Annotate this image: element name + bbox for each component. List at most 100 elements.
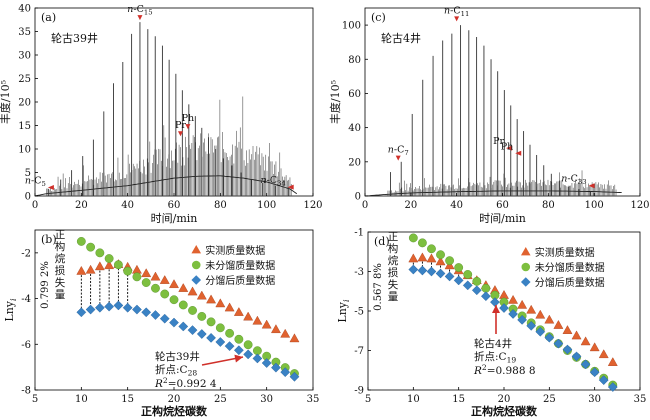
loss-caption-char: 损 bbox=[55, 264, 66, 277]
unfractionated-data-point bbox=[454, 263, 464, 272]
measured-data-point bbox=[261, 319, 272, 329]
panel-label: (b) bbox=[41, 233, 57, 246]
y-tick-label: 40 bbox=[348, 123, 361, 134]
measured-data-point bbox=[206, 294, 217, 304]
unfractionated-data-point bbox=[104, 254, 114, 263]
fractionated-data-point bbox=[215, 337, 226, 347]
loss-caption-char: 量 bbox=[55, 289, 66, 301]
measured-data-point bbox=[508, 294, 519, 304]
measured-data-point bbox=[150, 271, 161, 281]
measured-data-point bbox=[131, 264, 142, 274]
well-name: 轮古4井 bbox=[381, 31, 421, 45]
x-axis-label: 正构烷烃碳数 bbox=[141, 404, 208, 418]
x-tick-label: 80 bbox=[214, 200, 227, 211]
fractionated-data-point bbox=[526, 320, 537, 331]
annotation-arrow bbox=[287, 184, 294, 190]
well-name: 轮古39井 bbox=[51, 31, 98, 45]
unfractionated-data-point bbox=[436, 250, 445, 260]
unfractionated-data-point bbox=[481, 283, 491, 293]
fractionated-data-point bbox=[94, 302, 105, 313]
x-tick-label: 120 bbox=[630, 200, 649, 211]
legend-label: 实测质量数据 bbox=[205, 244, 265, 257]
fractionated-data-point bbox=[589, 367, 600, 378]
legend-label: 分馏后质量数据 bbox=[205, 274, 275, 287]
x-tick-label: 60 bbox=[168, 200, 181, 211]
measured-data-point bbox=[526, 304, 537, 314]
unfractionated-data-point bbox=[132, 272, 142, 282]
measured-data-point bbox=[544, 314, 555, 324]
x-axis-label: 正构烷烃碳数 bbox=[471, 404, 538, 418]
panel-label: (d) bbox=[374, 235, 390, 248]
annotation-arrow bbox=[395, 155, 401, 161]
measured-data-point bbox=[85, 264, 96, 274]
measured-data-point bbox=[280, 328, 291, 338]
loss-value-label: 0.799 2% bbox=[40, 261, 51, 309]
y-tick-label: -3 bbox=[354, 267, 364, 278]
y-tick-label: -1 bbox=[354, 228, 364, 239]
fractionated-data-point bbox=[444, 271, 455, 282]
fractionated-data-point bbox=[471, 285, 482, 296]
unfractionated-data-point bbox=[188, 306, 197, 315]
fractionated-data-point bbox=[480, 291, 491, 302]
fractionated-data-point bbox=[159, 313, 170, 324]
x-tick-label: 15 bbox=[452, 394, 465, 405]
unfractionated-data-point bbox=[225, 328, 235, 338]
annotation-break-point: 折点:C19 bbox=[474, 350, 516, 365]
loss-caption-char: 损 bbox=[388, 266, 399, 279]
fractionated-data-point bbox=[187, 325, 198, 335]
y-tick-label: 15 bbox=[18, 121, 31, 132]
y-axis-label: Lnyi bbox=[3, 298, 18, 322]
x-tick-label: 80 bbox=[542, 200, 555, 211]
fractionated-data-point bbox=[169, 317, 179, 328]
unfractionated-data-point bbox=[178, 300, 188, 310]
y-tick-label: 0 bbox=[25, 192, 31, 203]
annotation-arrow bbox=[506, 145, 513, 151]
annotation-arrow bbox=[454, 16, 460, 22]
y-tick-label: 20 bbox=[18, 98, 31, 109]
loss-caption-char: 正 bbox=[55, 229, 66, 241]
measured-data-point bbox=[426, 253, 437, 263]
x-tick-label: 100 bbox=[585, 200, 604, 211]
measured-data-point bbox=[535, 309, 546, 319]
x-tick-label: 0 bbox=[362, 200, 368, 211]
x-tick-label: 10 bbox=[75, 394, 88, 405]
legend-marker-triangle bbox=[191, 245, 202, 254]
scatter-b: 5 10 15 20 25 30 35 -8 -6 -4 -2 正构烷烃碳数 Lnyi (b) 实测质量数据… bbox=[3, 229, 319, 418]
measured-data-point bbox=[289, 333, 300, 343]
measured-data-point bbox=[499, 289, 509, 299]
x-tick-label: 120 bbox=[303, 200, 322, 211]
loss-caption-char: 量 bbox=[388, 291, 399, 303]
peak-annotation: Pr bbox=[175, 120, 186, 131]
fractionated-data-point bbox=[598, 375, 609, 386]
peak-annotation: Pr bbox=[493, 136, 504, 147]
y-tick-label: -6 bbox=[21, 340, 31, 351]
annotation-arrow bbox=[588, 183, 595, 189]
annotation-break-point: 折点:C28 bbox=[155, 363, 197, 378]
fractionated-data-point bbox=[580, 359, 591, 370]
unfractionated-data-point bbox=[463, 270, 473, 279]
unfractionated-data-point bbox=[76, 237, 86, 246]
y-tick-label: -2 bbox=[21, 248, 31, 259]
unfractionated-data-point bbox=[215, 323, 225, 333]
fractionated-data-point bbox=[553, 338, 564, 349]
y-axis-label: 丰度/10⁵ bbox=[0, 80, 12, 124]
unfractionated-data-point bbox=[243, 340, 253, 350]
fractionated-data-point bbox=[426, 266, 437, 277]
legend-label: 未分馏质量数据 bbox=[205, 259, 275, 272]
fractionated-data-point bbox=[206, 333, 216, 343]
fractionated-data-point bbox=[252, 353, 263, 364]
y-tick-label: 30 bbox=[18, 51, 31, 62]
loss-value-label: 0.567 8% bbox=[373, 263, 384, 311]
chromatogram-a: 0 20 40 60 80 100 120 0 5 10 15 20 25 30 35 40 时间/min 丰度/… bbox=[0, 4, 323, 226]
measured-data-point bbox=[243, 311, 254, 321]
y-tick-label: 60 bbox=[348, 89, 361, 100]
measured-data-point bbox=[224, 302, 235, 312]
annotation-r2: R2=0.992 4 bbox=[154, 376, 217, 390]
loss-caption-char: 构 bbox=[388, 242, 399, 255]
peak-annotation: n-C5 bbox=[25, 176, 46, 188]
measured-data-point bbox=[215, 298, 226, 308]
measured-data-point bbox=[562, 325, 573, 334]
loss-caption-char: 烷 bbox=[55, 252, 66, 265]
measured-data-point bbox=[104, 260, 115, 270]
